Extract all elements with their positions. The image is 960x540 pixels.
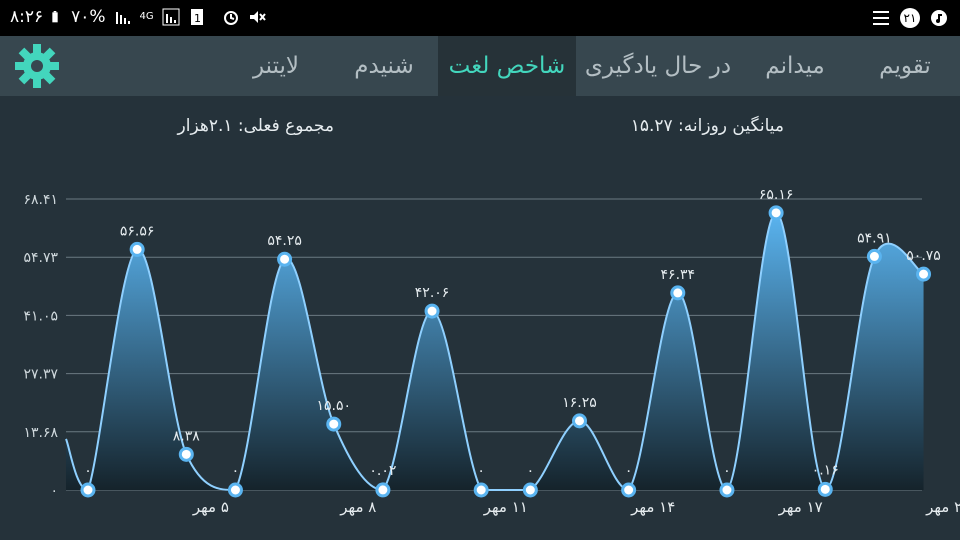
tab-word-index[interactable]: شاخص لغت: [438, 36, 576, 96]
data-point: [572, 413, 587, 429]
toolbar: تقویم میدانم در حال یادگیری شاخص لغت شنی…: [0, 36, 960, 96]
x-tick-label: ۱۷ مهر: [778, 498, 823, 516]
svg-text:1: 1: [194, 12, 201, 25]
data-point: [80, 482, 96, 498]
data-label: ۶۵.۱۶: [759, 187, 794, 203]
network-type: 4G: [139, 11, 154, 22]
status-right: ۲۱: [872, 8, 948, 28]
data-label: ۴۲.۰۶: [415, 285, 450, 301]
data-label: ۰.۱۶: [812, 462, 839, 478]
data-point: [866, 248, 882, 264]
battery-percent: ۷۰%: [71, 7, 106, 27]
data-label: ۰.۰۲: [369, 463, 396, 479]
data-point: [768, 205, 784, 221]
signal-icon: [115, 12, 130, 24]
menu-icon: [873, 11, 889, 25]
notification-badge: ۲۱: [900, 8, 920, 28]
y-tick-label: ۲۷.۳۷: [23, 367, 58, 383]
data-label: ۸.۳۸: [173, 428, 200, 444]
y-tick-label: ۰: [50, 483, 58, 499]
data-point: [326, 416, 342, 432]
data-label: ۰: [527, 463, 535, 479]
data-label: ۰: [625, 463, 633, 479]
sim-icon: 1: [190, 9, 203, 25]
x-tick-label: ۵ مهر: [192, 498, 229, 516]
x-tick-label: ۲۰ مهر: [925, 498, 960, 516]
data-label: ۱۶.۲۵: [562, 395, 597, 411]
tab-learning[interactable]: در حال یادگیری: [584, 53, 732, 79]
gear-icon[interactable]: [14, 43, 60, 89]
tab-heard[interactable]: شنیدم: [354, 53, 414, 79]
series-area: [66, 212, 924, 490]
data-point: [227, 482, 243, 498]
status-left: ۸:۲۶ ۷۰% 4G 1: [10, 7, 266, 27]
tab-leitner[interactable]: لایتنر: [252, 53, 300, 79]
mute-icon: [249, 11, 266, 23]
data-label: ۴۶.۳۴: [661, 267, 696, 283]
signal-4g-icon: [162, 8, 180, 26]
data-point: [375, 482, 391, 498]
status-bar: ۸:۲۶ ۷۰% 4G 1 ۲۱: [0, 0, 960, 36]
current-total: مجموع فعلی: ۲.۱هزار: [177, 116, 334, 136]
data-point: [817, 481, 833, 497]
data-label: ۵۰.۷۵: [906, 248, 941, 264]
data-label: ۰: [477, 463, 485, 479]
data-label: ۰: [232, 463, 240, 479]
x-tick-label: ۱۱ مهر: [483, 498, 528, 516]
data-point: [277, 251, 293, 267]
data-label: ۵۶.۵۶: [120, 223, 155, 239]
y-tick-label: ۵۴.۷۳: [23, 250, 58, 266]
data-point: [522, 482, 538, 498]
data-label: ۰: [723, 463, 731, 479]
music-icon: [931, 10, 947, 26]
word-index-chart: ۰ ۱۳.۶۸ ۲۷.۳۷ ۴۱.۰۵ ۵۴.۷۳ ۶۸.۴۱ ۵ مهر ۸ مهر ۱۱ …: [23, 187, 960, 516]
data-label: ۰: [84, 463, 92, 479]
y-tick-label: ۶۸.۴۱: [23, 192, 58, 208]
data-point: [424, 303, 440, 319]
data-label: ۱۵.۵۰: [316, 398, 351, 414]
alarm-icon: [223, 11, 238, 25]
y-tick-label: ۴۱.۰۵: [23, 308, 58, 324]
y-tick-label: ۱۳.۶۸: [23, 425, 58, 441]
tab-known[interactable]: میدانم: [765, 53, 825, 79]
data-point: [178, 446, 194, 462]
x-tick-label: ۸ مهر: [339, 498, 376, 516]
x-tick-label: ۱۴ مهر: [630, 498, 675, 516]
daily-average: میانگین روزانه: ۱۵.۲۷: [630, 116, 784, 136]
data-point: [473, 482, 489, 498]
data-point: [129, 241, 145, 257]
data-point: [621, 482, 637, 498]
data-label: ۵۴.۹۱: [857, 230, 892, 246]
data-point: [719, 482, 735, 498]
battery-icon: [52, 11, 58, 23]
data-point: [916, 266, 932, 282]
status-time: ۸:۲۶: [10, 7, 44, 27]
data-point: [670, 285, 686, 301]
data-label: ۵۴.۲۵: [267, 233, 302, 249]
tab-calendar[interactable]: تقویم: [879, 53, 931, 79]
